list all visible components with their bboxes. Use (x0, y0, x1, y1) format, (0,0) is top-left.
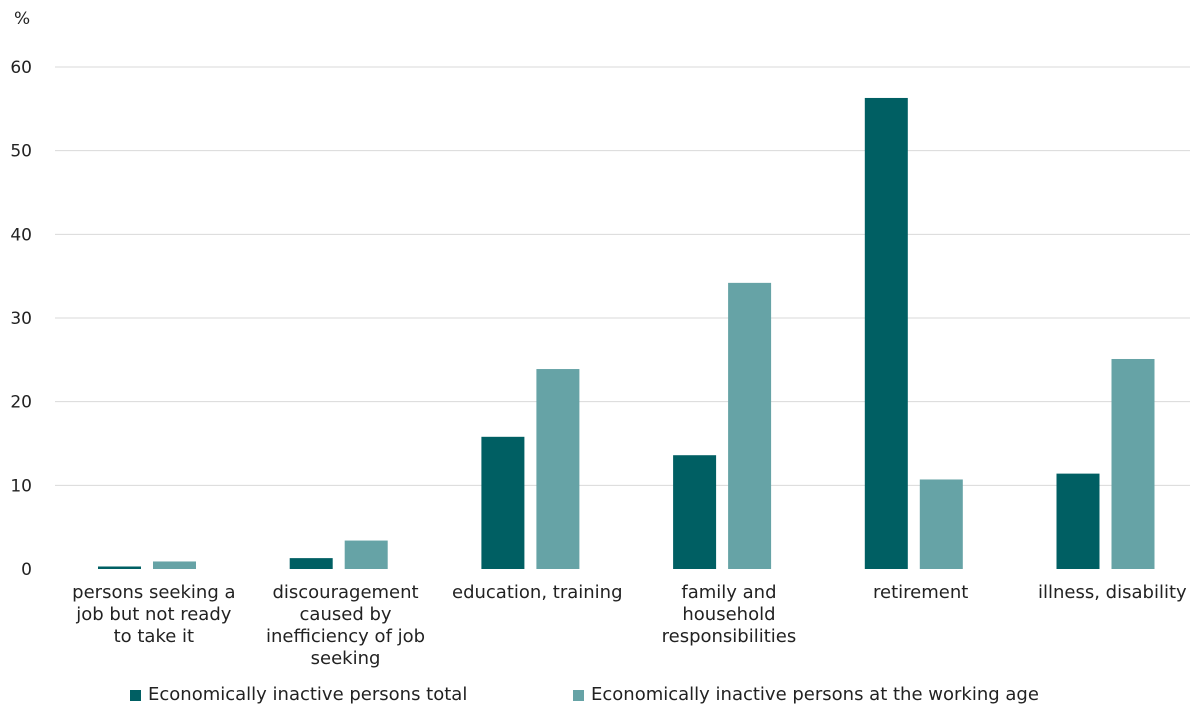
category-labels: persons seeking a job but not ready to tak… (72, 582, 1187, 669)
y-tick-label-30: 30 (10, 309, 32, 329)
category-label-line: job but not ready (75, 604, 232, 625)
category-label-line: persons seeking a (72, 582, 235, 603)
legend-swatch-1 (130, 690, 141, 701)
bar-series-1-category-2 (289, 558, 333, 569)
bars (98, 97, 1155, 569)
category-label-5: retirement (873, 582, 968, 603)
category-label-line: to take it (114, 626, 195, 647)
legend-swatch-2 (573, 690, 584, 701)
legend-label-1: Economically inactive persons total (148, 684, 467, 705)
bar-series-1-category-5 (864, 97, 908, 569)
category-label-line: inefficiency of job (266, 626, 425, 647)
category-label-line: responsibilities (662, 626, 797, 647)
category-label-2: discouragement caused by inefficiency of j… (266, 582, 425, 669)
bar-series-1-category-3 (481, 436, 525, 569)
bar-series-2-category-5 (919, 479, 963, 569)
category-label-line: seeking (311, 648, 381, 669)
y-tick-label-10: 10 (10, 476, 32, 496)
bar-series-2-category-3 (536, 369, 580, 569)
y-axis-unit-label: % (14, 9, 30, 29)
category-label-1: persons seeking a job but not ready to tak… (72, 582, 235, 647)
y-tick-label-0: 0 (21, 560, 32, 580)
bar-series-2-category-4 (728, 282, 772, 569)
category-label-6: illness, disability (1038, 582, 1187, 603)
category-label-line: household (682, 604, 775, 625)
y-tick-label-40: 40 (10, 225, 32, 245)
y-tick-label-50: 50 (10, 142, 32, 162)
bar-series-2-category-2 (344, 540, 388, 569)
category-label-4: family and household responsibilities (662, 582, 797, 647)
y-axis-tick-labels: 0 10 20 30 40 50 60 (10, 58, 32, 580)
category-label-3: education, training (452, 582, 623, 603)
category-label-line: discouragement (272, 582, 418, 603)
y-tick-label-60: 60 (10, 58, 32, 78)
category-label-line: retirement (873, 582, 968, 603)
bar-series-1-category-4 (673, 455, 717, 569)
category-label-line: family and (681, 582, 776, 603)
bar-series-1-category-1 (98, 566, 141, 569)
y-tick-label-20: 20 (10, 393, 32, 413)
legend-label-2: Economically inactive persons at the wor… (591, 684, 1039, 705)
category-label-line: caused by (300, 604, 392, 625)
bar-series-1-category-6 (1056, 473, 1100, 569)
bar-series-2-category-6 (1111, 358, 1155, 569)
gridlines (55, 66, 1190, 486)
category-label-line: education, training (452, 582, 623, 603)
category-label-line: illness, disability (1038, 582, 1187, 603)
legend: Economically inactive persons total Econo… (130, 684, 1039, 705)
bar-series-2-category-1 (153, 561, 196, 569)
